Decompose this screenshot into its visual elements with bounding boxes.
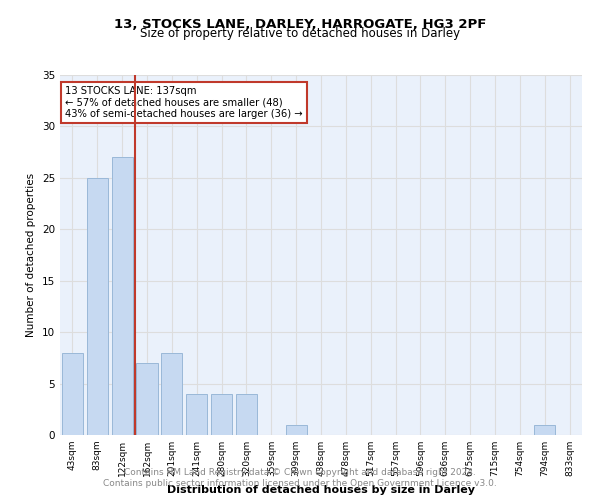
X-axis label: Distribution of detached houses by size in Darley: Distribution of detached houses by size … xyxy=(167,484,475,494)
Bar xyxy=(112,158,133,435)
Bar xyxy=(286,424,307,435)
Bar xyxy=(211,394,232,435)
Bar xyxy=(136,363,158,435)
Text: Size of property relative to detached houses in Darley: Size of property relative to detached ho… xyxy=(140,28,460,40)
Bar xyxy=(62,352,83,435)
Bar xyxy=(236,394,257,435)
Bar xyxy=(534,424,555,435)
Text: Contains HM Land Registry data © Crown copyright and database right 2024.
Contai: Contains HM Land Registry data © Crown c… xyxy=(103,468,497,487)
Text: 13 STOCKS LANE: 137sqm
← 57% of detached houses are smaller (48)
43% of semi-det: 13 STOCKS LANE: 137sqm ← 57% of detached… xyxy=(65,86,303,119)
Bar xyxy=(161,352,182,435)
Y-axis label: Number of detached properties: Number of detached properties xyxy=(26,173,37,337)
Text: 13, STOCKS LANE, DARLEY, HARROGATE, HG3 2PF: 13, STOCKS LANE, DARLEY, HARROGATE, HG3 … xyxy=(114,18,486,30)
Bar xyxy=(87,178,108,435)
Bar xyxy=(186,394,207,435)
